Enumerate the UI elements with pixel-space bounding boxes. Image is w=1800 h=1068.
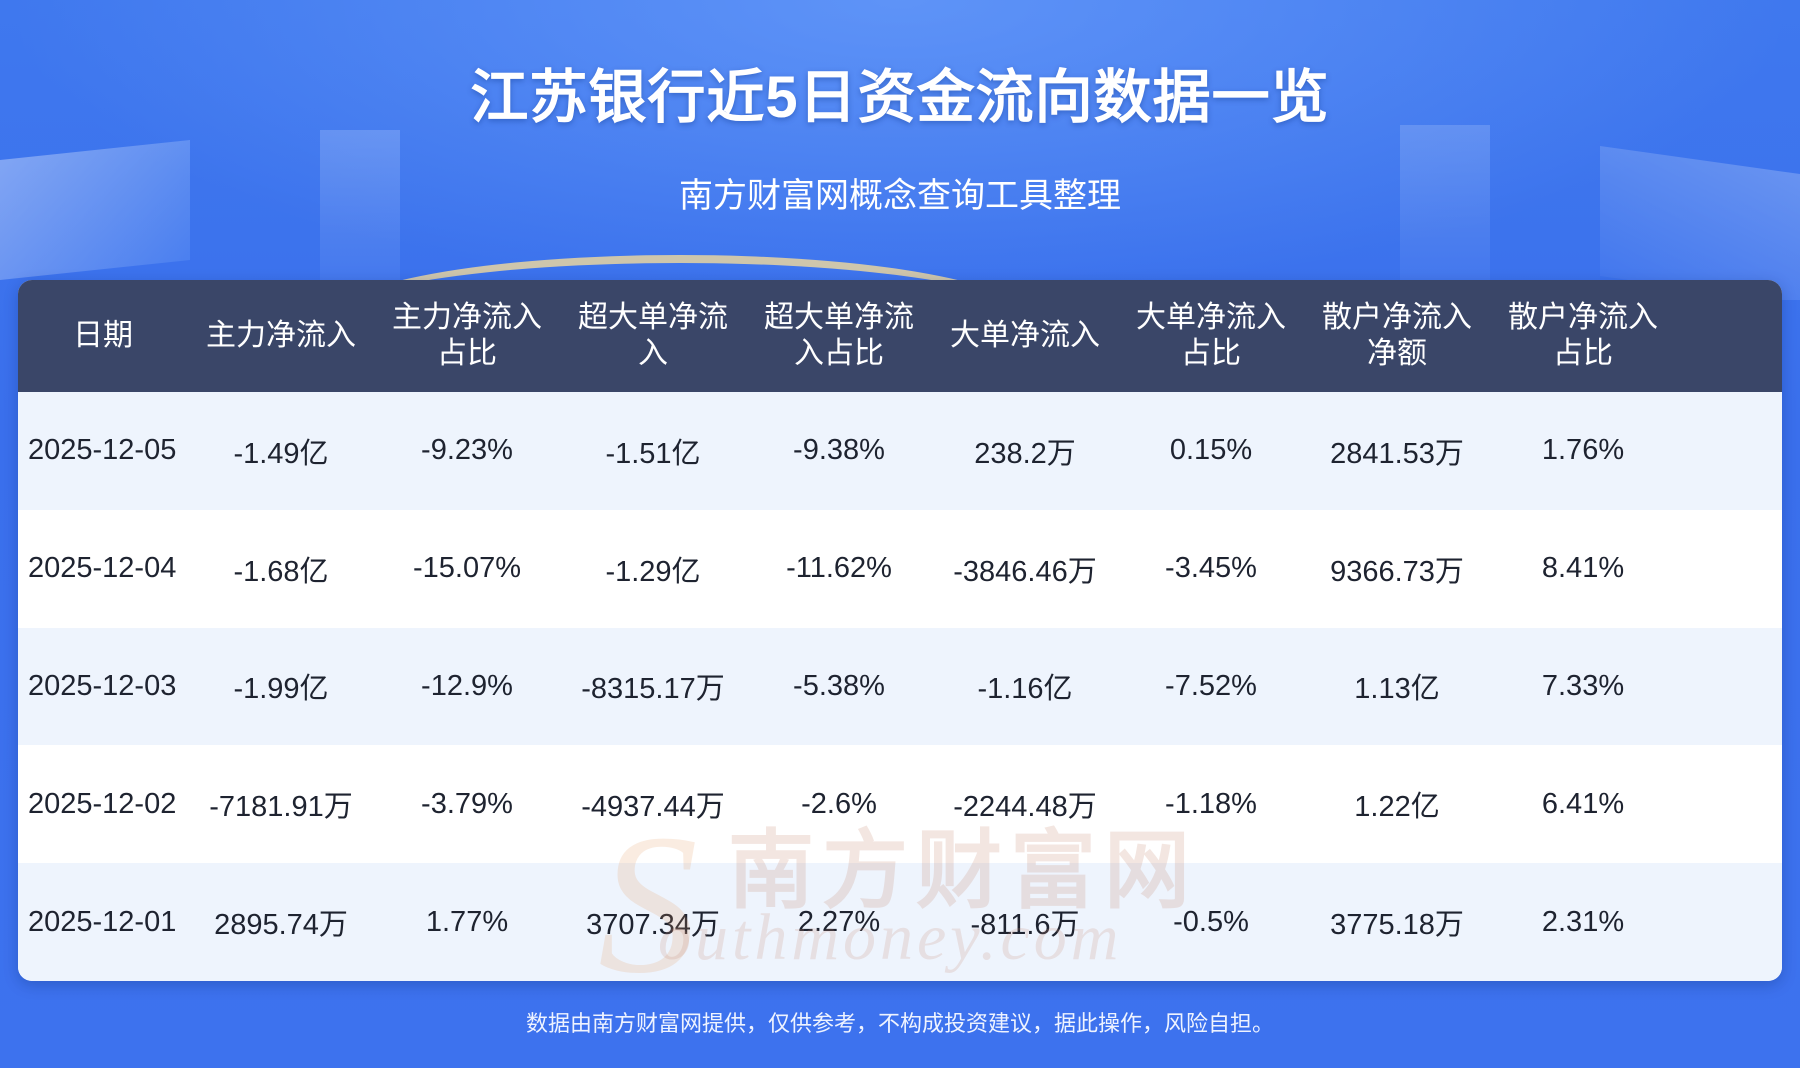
fund-flow-table: 日期 主力净流入 主力净流入 占比 超大单净流入超大单净流 入占比 大单净流入 大单净流入 占比…	[18, 280, 1782, 981]
column-header-line: 超大单净流	[764, 301, 914, 334]
column-header-line: 占比	[1553, 337, 1613, 370]
value-cell: -8315.17万	[581, 673, 725, 706]
value-cell: -811.6万	[970, 909, 1080, 942]
column-header-8: 散户净流入 占比	[1490, 280, 1676, 392]
table-row: 2025-12-03 -1.99亿 -12.9% -8315.17万 -5.38% -1.…	[18, 627, 1782, 746]
decor-arc	[330, 255, 1030, 300]
date-cell: 2025-12-05	[28, 434, 177, 467]
column-header-1: 主力净流入	[188, 280, 374, 392]
row-spacer	[1676, 510, 1782, 628]
value-cell: -9.23%	[421, 434, 513, 467]
table-row: 2025-12-05 -1.49亿 -9.23% -1.51亿 -9.38% 238.2万…	[18, 392, 1782, 510]
decor-block-mid-left	[320, 130, 400, 290]
value-cell: 2841.53万	[1330, 437, 1464, 470]
value-cell: -11.62%	[786, 552, 892, 585]
value-cell: 1.13亿	[1354, 673, 1440, 706]
value-cell: 9366.73万	[1330, 555, 1464, 588]
value-cell: -2.6%	[801, 787, 877, 820]
column-header-line: 净额	[1367, 337, 1427, 370]
page-title: 江苏银行近5日资金流向数据一览	[470, 65, 1330, 130]
value-cell: -15.07%	[412, 552, 521, 585]
value-cell: -1.16亿	[977, 673, 1073, 706]
column-header-line: 散户净流入	[1508, 301, 1658, 334]
value-cell: -2244.48万	[953, 791, 1097, 824]
fund-flow-table-card: 日期 主力净流入 主力净流入 占比 超大单净流入超大单净流 入占比 大单净流入 大单净流入 占比…	[18, 280, 1782, 981]
row-spacer	[1676, 863, 1782, 981]
value-cell: -4937.44万	[581, 791, 725, 824]
page-subtitle: 南方财富网概念查询工具整理	[679, 177, 1121, 215]
value-cell: -3.45%	[1165, 552, 1257, 585]
value-cell: -7.52%	[1165, 669, 1257, 702]
column-header-line: 占比	[1181, 337, 1241, 370]
value-cell: 3775.18万	[1330, 909, 1464, 942]
value-cell: -1.18%	[1165, 787, 1257, 820]
column-header-6: 大单净流入 占比	[1118, 280, 1304, 392]
column-header-line: 入占比	[794, 337, 884, 370]
column-header-line: 大单净流入	[950, 319, 1100, 352]
row-spacer	[1676, 392, 1782, 510]
table-body: 2025-12-05 -1.49亿 -9.23% -1.51亿 -9.38% 238.2万…	[18, 392, 1782, 981]
value-cell: 8.41%	[1541, 552, 1625, 585]
date-cell: 2025-12-01	[28, 905, 177, 938]
background-glow	[0, 0, 1800, 300]
date-cell: 2025-12-04	[28, 552, 177, 585]
column-header-line: 日期	[73, 319, 133, 352]
value-cell: -1.29亿	[605, 555, 701, 588]
value-cell: -3.79%	[421, 787, 513, 820]
value-cell: -7181.91万	[209, 791, 353, 824]
footer-disclaimer: 数据由南方财富网提供，仅供参考，不构成投资建议，据此操作，风险自担。	[525, 1011, 1274, 1036]
column-header-4: 超大单净流 入占比	[746, 280, 932, 392]
value-cell: -1.99亿	[233, 673, 329, 706]
value-cell: 2895.74万	[214, 909, 348, 942]
value-cell: 1.22亿	[1354, 791, 1440, 824]
decor-block-mid-right	[1400, 125, 1490, 295]
column-header-2: 主力净流入 占比	[374, 280, 560, 392]
date-cell: 2025-12-03	[28, 669, 177, 702]
value-cell: -5.38%	[793, 669, 885, 702]
column-header-7: 散户净流入 净额	[1304, 280, 1490, 392]
value-cell: -9.38%	[793, 434, 885, 467]
table-row: 2025-12-04 -1.68亿 -15.07% -1.29亿 -11.62% -384…	[18, 509, 1782, 628]
value-cell: 6.41%	[1541, 787, 1625, 820]
column-header-line: 主力净流入	[392, 301, 542, 334]
value-cell: 2.31%	[1541, 905, 1625, 938]
column-header-line: 散户净流入	[1322, 301, 1472, 334]
value-cell: 3707.34万	[586, 909, 720, 942]
column-header-0: 日期	[18, 280, 188, 392]
value-cell: 0.15%	[1169, 434, 1253, 467]
value-cell: 7.33%	[1541, 669, 1625, 702]
column-header-line: 入	[638, 337, 668, 370]
table-row: 2025-12-02 -7181.91万 -3.79% -4937.44万 -2.6% -…	[18, 745, 1782, 864]
column-header-line: 主力净流入	[206, 319, 356, 352]
column-header-spacer	[1676, 280, 1782, 392]
column-header-3: 超大单净流入	[560, 280, 746, 392]
column-header-line: 超大单净流	[578, 301, 728, 334]
value-cell: -1.68亿	[233, 555, 329, 588]
column-header-5: 大单净流入	[932, 280, 1118, 392]
value-cell: 238.2万	[974, 437, 1076, 470]
table-header-row: 日期 主力净流入 主力净流入 占比 超大单净流入超大单净流 入占比 大单净流入 大单净流入 占比…	[18, 280, 1782, 392]
value-cell: 2.27%	[797, 905, 881, 938]
column-header-line: 占比	[437, 337, 497, 370]
column-header-line: 大单净流入	[1136, 301, 1286, 334]
background-decoration	[0, 0, 1800, 300]
value-cell: -1.51亿	[605, 437, 701, 470]
value-cell: -0.5%	[1173, 905, 1249, 938]
value-cell: 1.77%	[425, 905, 509, 938]
row-spacer	[1676, 628, 1782, 746]
value-cell: -1.49亿	[233, 437, 329, 470]
value-cell: -12.9%	[421, 669, 513, 702]
table-row: 2025-12-01 2895.74万 1.77% 3707.34万 2.27% -811…	[18, 863, 1782, 981]
value-cell: -3846.46万	[953, 555, 1097, 588]
row-spacer	[1676, 745, 1782, 863]
date-cell: 2025-12-02	[28, 787, 177, 820]
value-cell: 1.76%	[1541, 434, 1625, 467]
